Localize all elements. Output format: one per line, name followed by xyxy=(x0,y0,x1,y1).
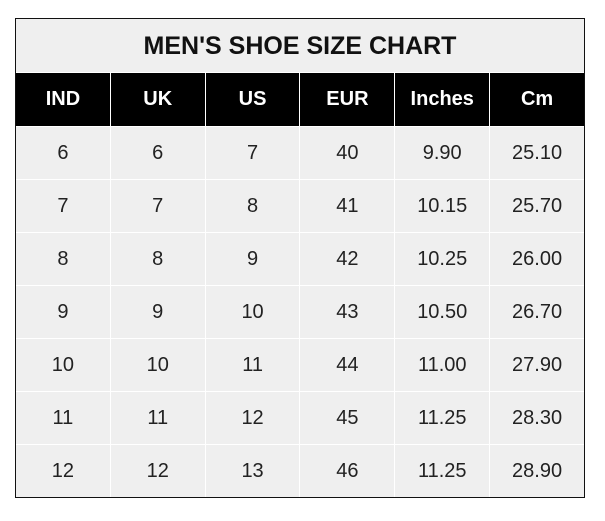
table-cell: 8 xyxy=(16,233,111,285)
table-row: 11 11 12 45 11.25 28.30 xyxy=(16,391,584,444)
table-cell: 8 xyxy=(206,180,301,232)
table-cell: 28.90 xyxy=(512,459,563,482)
header-row: IND UK US EUR Inches Cm xyxy=(16,73,584,126)
table-cell: 42 xyxy=(300,233,396,285)
table-cell: 25.70 xyxy=(512,194,563,217)
table-row: 9 9 10 43 10.50 26.70 xyxy=(16,285,584,338)
table-cell: 12 xyxy=(16,445,111,497)
table-cell: 13 xyxy=(206,445,301,497)
table-cell: 9 xyxy=(206,233,301,285)
column-header: IND xyxy=(16,73,111,126)
table-cell: 43 xyxy=(300,286,396,338)
table-title: MEN'S SHOE SIZE CHART xyxy=(16,19,584,73)
column-header: UK xyxy=(111,73,206,126)
table-cell: 26.00 xyxy=(512,247,563,270)
table-cell: 41 xyxy=(300,180,396,232)
size-chart-table: MEN'S SHOE SIZE CHART IND UK US EUR Inches Cm… xyxy=(15,18,585,498)
table-row: 6 6 7 40 9.90 25.10 xyxy=(16,126,584,179)
table-cell: 12 xyxy=(206,392,301,444)
table-cell: 11 xyxy=(111,392,206,444)
table-cell: 12 xyxy=(111,445,206,497)
table-cell: 10.50 xyxy=(395,286,491,338)
table-row: 8 8 9 42 10.25 26.00 xyxy=(16,232,584,285)
table-cell: 10 xyxy=(206,286,301,338)
table-cell: 6 xyxy=(111,127,206,179)
table-cell: 26.70 xyxy=(512,300,563,323)
table-cell: 46 xyxy=(300,445,396,497)
table-cell: 9 xyxy=(111,286,206,338)
table-row: 10 10 11 44 11.00 27.90 xyxy=(16,338,584,391)
table-row: 12 12 13 46 11.25 28.90 xyxy=(16,444,584,497)
table-cell: 9.90 xyxy=(395,127,491,179)
table-cell: 6 xyxy=(16,127,111,179)
table-cell: 8 xyxy=(111,233,206,285)
table-cell: 25.10 xyxy=(512,141,563,164)
table-cell: 9 xyxy=(16,286,111,338)
column-header: Cm xyxy=(520,88,554,110)
column-header: EUR xyxy=(300,73,396,126)
table-cell: 10 xyxy=(111,339,206,391)
column-header: Inches xyxy=(395,73,491,126)
table-cell: 11.25 xyxy=(395,445,491,497)
table-cell: 28.30 xyxy=(512,406,563,429)
table-body: 6 6 7 40 9.90 25.10 7 7 8 41 10.15 25.70 8 8 9 42 10.25 2… xyxy=(16,126,584,497)
table-cell: 11 xyxy=(206,339,301,391)
table-cell: 7 xyxy=(16,180,111,232)
table-cell: 7 xyxy=(111,180,206,232)
column-header: US xyxy=(206,73,301,126)
table-cell: 44 xyxy=(300,339,396,391)
table-cell: 11.00 xyxy=(395,339,491,391)
table-cell: 10.15 xyxy=(395,180,491,232)
table-cell: 45 xyxy=(300,392,396,444)
table-cell: 27.90 xyxy=(512,353,563,376)
table-cell: 7 xyxy=(206,127,301,179)
table-cell: 40 xyxy=(300,127,396,179)
table-row: 7 7 8 41 10.15 25.70 xyxy=(16,179,584,232)
table-cell: 10 xyxy=(16,339,111,391)
table-cell: 11 xyxy=(16,392,111,444)
table-cell: 10.25 xyxy=(395,233,491,285)
table-cell: 11.25 xyxy=(395,392,491,444)
